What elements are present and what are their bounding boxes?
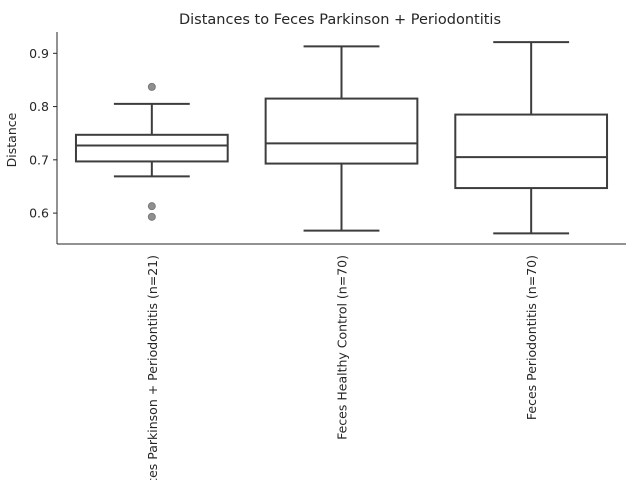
y-tick-label: 0.7 <box>29 152 49 167</box>
y-axis-label: Distance <box>4 112 19 167</box>
x-category-label: Feces Periodontitis (n=70) <box>524 255 539 420</box>
y-tick-label: 0.8 <box>29 99 49 114</box>
box-iqr <box>454 113 609 190</box>
chart-title: Distances to Feces Parkinson + Periodont… <box>179 12 501 28</box>
y-tick-label: 0.9 <box>29 46 49 61</box>
y-tick-label: 0.6 <box>29 206 49 221</box>
x-category-label: Feces Parkinson + Periodontitis (n=21) <box>145 255 160 480</box>
box-iqr <box>264 97 419 165</box>
plot-area: 0.6 0.7 0.8 0.9 Feces Parkinson + Periodonti… <box>29 32 626 480</box>
outlier-point <box>147 82 156 91</box>
outlier-point <box>147 212 156 221</box>
x-category-label: Feces Healthy Control (n=70) <box>335 255 350 440</box>
box-iqr <box>74 133 229 163</box>
outlier-point <box>147 202 156 211</box>
